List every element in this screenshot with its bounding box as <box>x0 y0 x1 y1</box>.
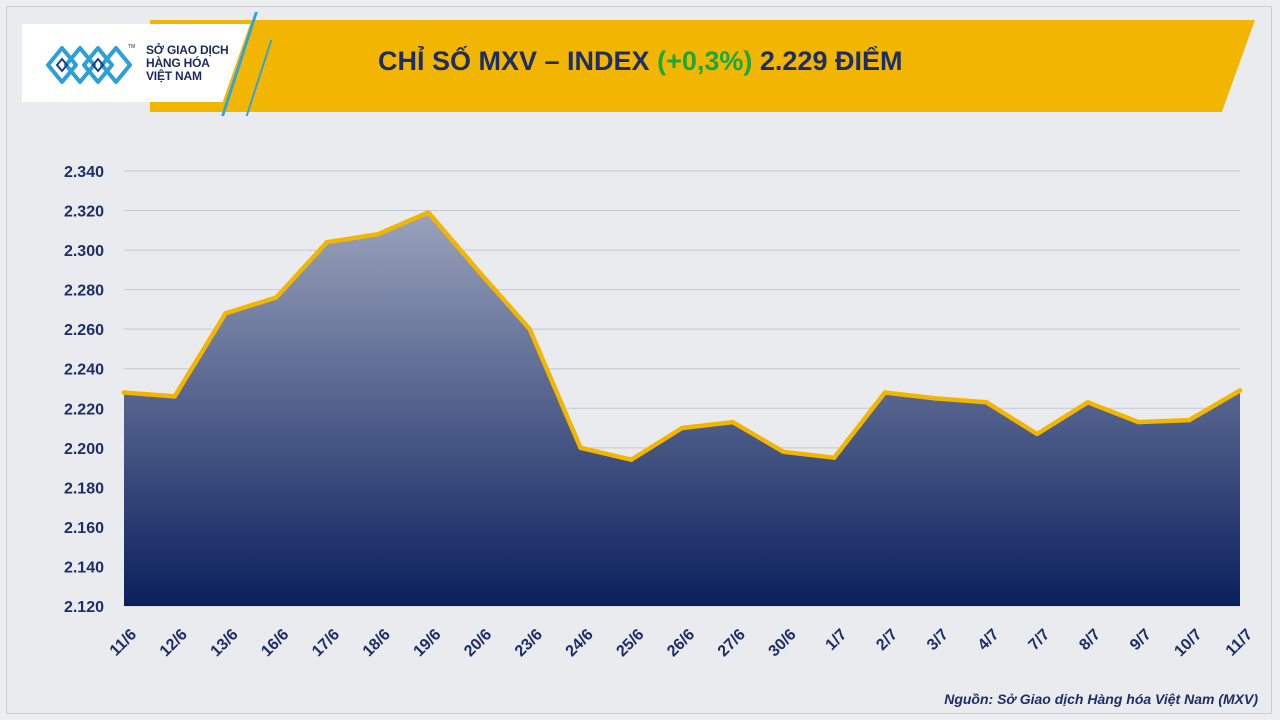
x-tick-label: 9/7 <box>1127 626 1155 654</box>
x-tick-label: 19/6 <box>411 626 445 660</box>
data-point <box>1237 388 1243 393</box>
y-tick-label: 2.220 <box>64 401 104 418</box>
y-tick-label: 2.200 <box>64 441 104 458</box>
x-tick-label: 12/6 <box>157 626 191 660</box>
data-point <box>984 400 989 405</box>
x-tick-label: 1/7 <box>823 626 851 654</box>
x-tick-label: 16/6 <box>258 626 292 660</box>
x-tick-label: 4/7 <box>975 626 1003 654</box>
y-tick-label: 2.140 <box>64 559 104 576</box>
data-point <box>730 419 735 425</box>
data-point <box>426 210 431 215</box>
data-point <box>679 425 685 431</box>
x-tick-label: 26/6 <box>664 626 698 660</box>
data-point <box>933 396 938 401</box>
x-tick-label: 11/7 <box>1223 626 1256 659</box>
y-tick-label: 2.260 <box>64 322 104 339</box>
title-value: 2.229 ĐIỂM <box>759 46 903 76</box>
data-point <box>781 449 786 454</box>
source-note: Nguồn: Sở Giao dịch Hàng hóa Việt Nam (M… <box>944 691 1258 707</box>
x-tick-label: 30/6 <box>766 626 800 660</box>
y-tick-label: 2.340 <box>64 164 104 181</box>
data-point <box>1034 431 1040 437</box>
logo-line-2: HÀNG HÓA <box>146 56 210 70</box>
data-point <box>1136 419 1141 425</box>
page-title: CHỈ SỐ MXV – INDEX (+0,3%) 2.229 ĐIỂM <box>378 46 902 77</box>
x-tick-label: 18/6 <box>360 626 394 660</box>
data-point <box>273 295 279 300</box>
y-tick-label: 2.240 <box>64 362 104 379</box>
x-tick-label: 25/6 <box>613 626 647 660</box>
title-main: CHỈ SỐ MXV – INDEX <box>378 46 650 76</box>
x-tick-label: 23/6 <box>512 626 546 660</box>
x-tick-label: 3/7 <box>924 626 952 654</box>
x-axis-labels: 11/6 12/6 13/6 16/6 17/6 18/6 19/6 20/6 23/6 24/6… <box>107 626 1256 660</box>
trademark-mark: TM <box>128 44 136 50</box>
title-banner <box>150 20 1255 112</box>
logo-line-3: VIỆT NAM <box>146 69 202 83</box>
x-tick-label: 27/6 <box>715 626 749 660</box>
data-points <box>121 210 1243 462</box>
data-point <box>578 445 583 451</box>
logo-line-1: SỞ GIAO DỊCH <box>146 43 229 57</box>
data-point <box>1187 417 1192 423</box>
x-tick-label: 20/6 <box>461 626 495 660</box>
y-tick-label: 2.320 <box>64 204 104 221</box>
logo-panel <box>22 24 250 102</box>
x-tick-label: 13/6 <box>208 626 242 660</box>
y-tick-label: 2.180 <box>64 480 104 497</box>
area-fill <box>124 212 1240 606</box>
data-point <box>324 239 330 245</box>
y-axis-labels: 2.120 2.140 2.160 2.180 2.200 2.220 2.240 2.260… <box>64 164 104 616</box>
x-tick-label: 10/7 <box>1171 626 1205 660</box>
y-tick-label: 2.280 <box>64 283 104 300</box>
data-point <box>831 455 837 460</box>
title-change: (+0,3%) <box>657 46 753 76</box>
x-tick-label: 24/6 <box>563 626 597 660</box>
data-point <box>476 269 482 275</box>
x-tick-label: 11/6 <box>107 626 140 659</box>
x-tick-label: 8/7 <box>1076 626 1104 654</box>
data-point <box>121 390 127 395</box>
data-point <box>882 390 888 395</box>
y-tick-label: 2.160 <box>64 520 104 537</box>
data-point <box>629 457 634 462</box>
y-tick-label: 2.300 <box>64 243 104 260</box>
data-point <box>1085 400 1091 405</box>
y-tick-label: 2.120 <box>64 599 104 616</box>
x-tick-label: 17/6 <box>309 626 343 660</box>
mxv-logo-icon <box>46 46 132 84</box>
x-tick-label: 2/7 <box>873 626 901 654</box>
data-point <box>375 232 380 237</box>
logo-text: SỞ GIAO DỊCH HÀNG HÓA VIỆT NAM <box>146 44 229 83</box>
data-point <box>172 394 177 399</box>
data-point <box>223 311 228 316</box>
data-point <box>527 326 533 332</box>
x-tick-label: 7/7 <box>1026 626 1054 654</box>
